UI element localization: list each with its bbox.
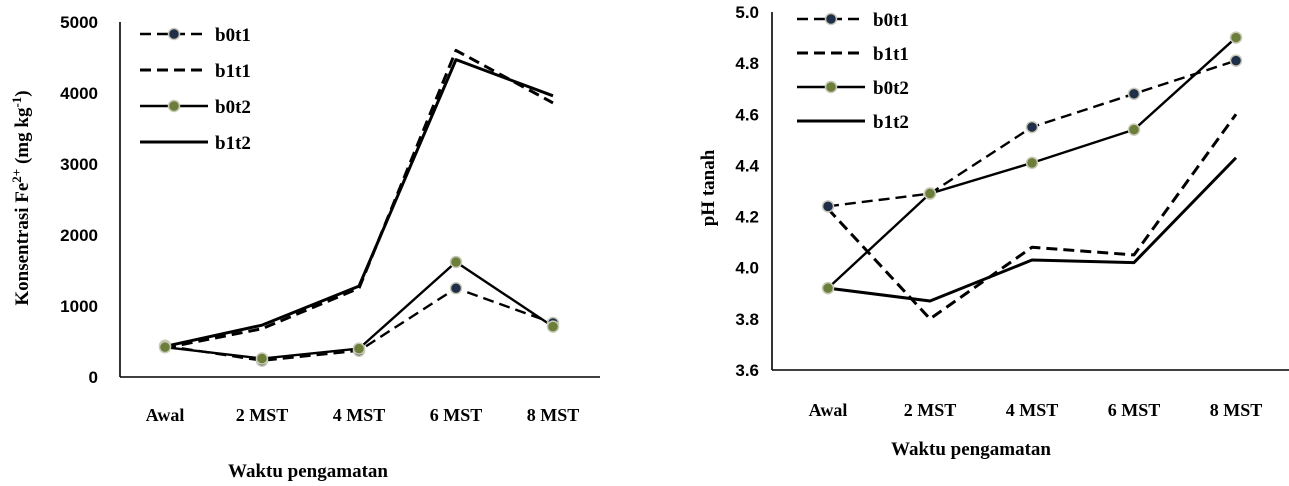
chart2-point-b0t2 [1127, 123, 1141, 136]
chart2-x-tick-label: 6 MST [1108, 400, 1161, 420]
chart1-x-tick-label: 2 MST [236, 405, 289, 425]
chart2-y-tick-label: 3.6 [735, 361, 759, 380]
chart1-point-b0t2 [255, 352, 269, 365]
chart2-legend-marker-b0t1 [824, 12, 838, 26]
chart2-y-tick-label: 4.4 [735, 156, 759, 175]
chart1-series-line-b1t2 [164, 58, 554, 348]
chart2-y-tick-label: 4.0 [735, 259, 759, 278]
chart1-point-b0t2 [546, 320, 560, 333]
chart1-series-line-b1t1 [164, 48, 554, 350]
chart1-x-tick-label: Awal [146, 405, 185, 425]
chart2-point-b0t2 [821, 281, 835, 295]
chart2-point-b0t1 [1229, 54, 1243, 67]
chart2-legend-label-b1t1: b1t1 [873, 44, 909, 65]
chart1-legend-label-b1t2: b1t2 [215, 133, 251, 154]
chart2-point-b0t2 [1025, 156, 1039, 170]
chart1-y-tick-label: 4000 [60, 84, 98, 103]
chart1-point-b0t2 [449, 255, 463, 269]
chart2-x-tick-label: 8 MST [1210, 400, 1263, 420]
chart2-y-tick-label: 4.2 [735, 208, 759, 227]
chart1-y-tick-label: 0 [89, 368, 98, 387]
chart1-x-axis-title: Waktu pengamatan [228, 461, 388, 482]
chart2-x-tick-label: Awal [809, 400, 848, 420]
chart2-legend-label-b0t2: b0t2 [873, 78, 909, 99]
chart2-point-b0t2 [1229, 31, 1243, 44]
chart1-x-tick-label: 6 MST [430, 405, 483, 425]
chart2-y-tick-label: 4.8 [735, 54, 759, 73]
chart2-point-b0t1 [1025, 120, 1039, 134]
chart1-point-b0t2 [352, 342, 366, 355]
chart2-legend-label-b1t2: b1t2 [873, 112, 909, 133]
chart1-x-tick-label: 4 MST [333, 405, 386, 425]
chart2-point-b0t1 [1127, 87, 1141, 101]
chart1-legend-marker-b0t1 [167, 27, 181, 41]
chart1-legend-label-b0t2: b0t2 [215, 97, 251, 118]
chart1-point-b0t2 [158, 340, 172, 354]
chart2-x-tick-label: 2 MST [904, 400, 957, 420]
chart2-point-b0t1 [821, 200, 835, 213]
chart1-y-tick-label: 2000 [60, 226, 98, 245]
chart1-point-b0t1 [449, 282, 463, 295]
chart2-legend-marker-b0t2 [824, 80, 838, 94]
chart2-x-axis-title: Waktu pengamatan [891, 439, 1051, 460]
chart2-point-b0t2 [923, 187, 937, 200]
chart1-legend-label-b1t1: b1t1 [215, 61, 251, 82]
chart1-y-tick-label: 1000 [60, 297, 98, 316]
chart1-legend-marker-b0t2 [167, 99, 181, 113]
chart1-x-tick-label: 8 MST [527, 405, 580, 425]
chart2-y-axis-title: pH tanah [698, 149, 719, 226]
chart2-series-line-b1t1 [826, 113, 1238, 321]
chart1-y-tick-label: 5000 [60, 13, 98, 32]
chart1-y-tick-label: 3000 [60, 155, 98, 174]
chart1-y-axis-title: Konsentrasi Fe2+ (mg kg-1) [9, 90, 33, 305]
chart2-x-tick-label: 4 MST [1006, 400, 1059, 420]
chart2-y-tick-label: 3.8 [735, 310, 759, 329]
chart2-series-line-b1t2 [827, 156, 1238, 303]
chart2-y-tick-label: 5.0 [735, 3, 759, 22]
chart1-legend-label-b0t1: b0t1 [215, 25, 251, 46]
chart2-y-tick-label: 4.6 [735, 105, 759, 124]
chart2-legend-label-b0t1: b0t1 [873, 10, 909, 31]
